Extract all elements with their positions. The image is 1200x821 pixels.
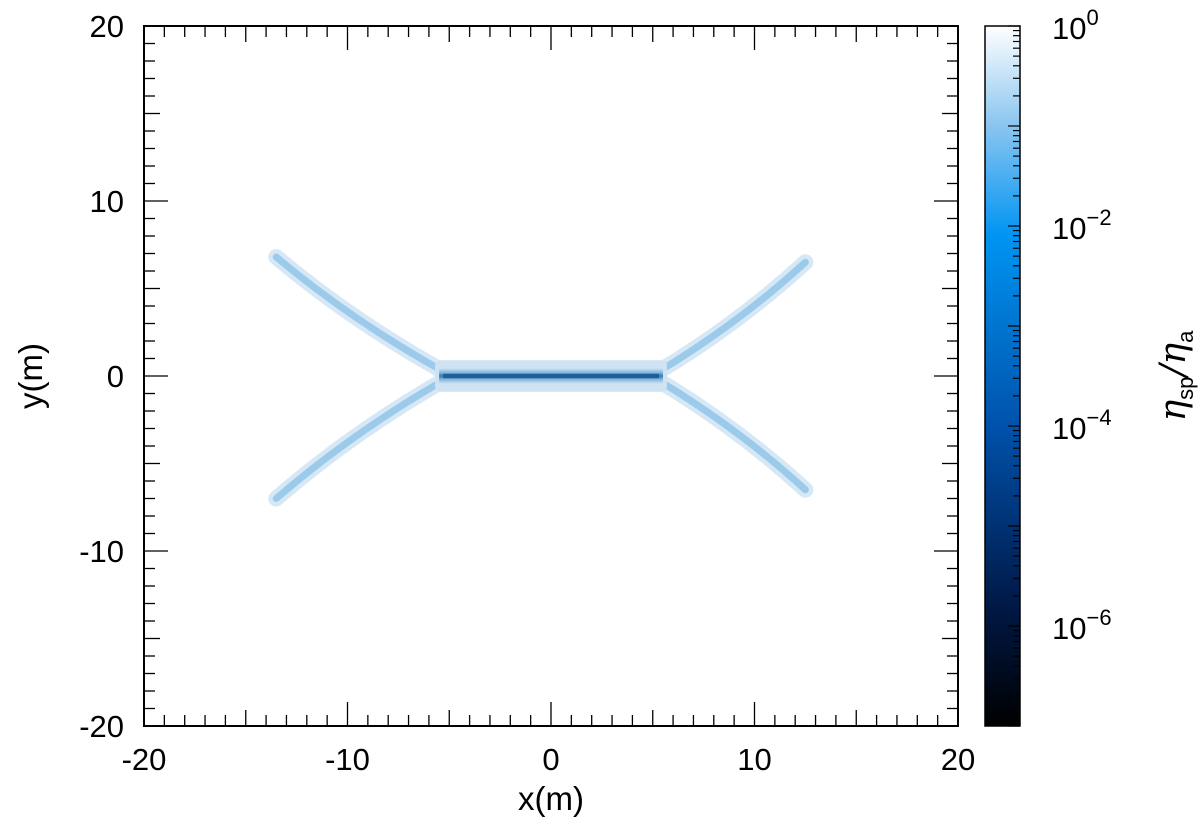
colorbar-label: ηsp/ηa	[1153, 330, 1198, 422]
separatrix-arm-lower-right	[659, 379, 809, 494]
colorbar-tick-label: 10−2	[1052, 205, 1112, 246]
colorbar: 100 10−2 10−4 10−6 ηsp/ηa	[984, 5, 1198, 727]
y-tick-label: -20	[79, 709, 124, 744]
y-tick-label: 20	[90, 9, 124, 44]
x-tick-label: -10	[325, 742, 370, 777]
x-tick-labels: -20 -10 0 10 20	[122, 742, 976, 777]
colorbar-gradient	[985, 26, 1020, 726]
x-tick-label: 10	[737, 742, 771, 777]
x-tick-label: 20	[941, 742, 975, 777]
colorbar-ticks	[1008, 25, 1020, 727]
y-tick-label: 0	[107, 359, 124, 394]
current-sheet-core	[443, 373, 659, 379]
y-axis-label: y(m)	[12, 343, 49, 409]
x-axis-label: x(m)	[518, 780, 584, 817]
y-tick-label: 10	[90, 184, 124, 219]
separatrix-arm-upper-right	[659, 258, 809, 373]
x-tick-label: 0	[542, 742, 559, 777]
x-tick-label: -20	[122, 742, 167, 777]
colorbar-frame	[984, 25, 1021, 727]
field-layer	[268, 249, 814, 507]
y-tick-label: -10	[79, 534, 124, 569]
tick-marks	[143, 25, 959, 727]
separatrix-arm-upper-left	[272, 253, 443, 373]
colorbar-tick-label: 100	[1052, 5, 1099, 46]
separatrix-arm-lower-left	[272, 379, 443, 502]
plot-area: -20 -10 0 10 20 -20 -10 0 10 20 x(m) y(m)	[12, 9, 975, 817]
colorbar-tick-label: 10−4	[1052, 405, 1112, 446]
colorbar-tick-label: 10−6	[1052, 605, 1112, 646]
y-tick-labels: -20 -10 0 10 20	[79, 9, 124, 744]
colorbar-tick-labels: 100 10−2 10−4 10−6	[1052, 5, 1112, 646]
